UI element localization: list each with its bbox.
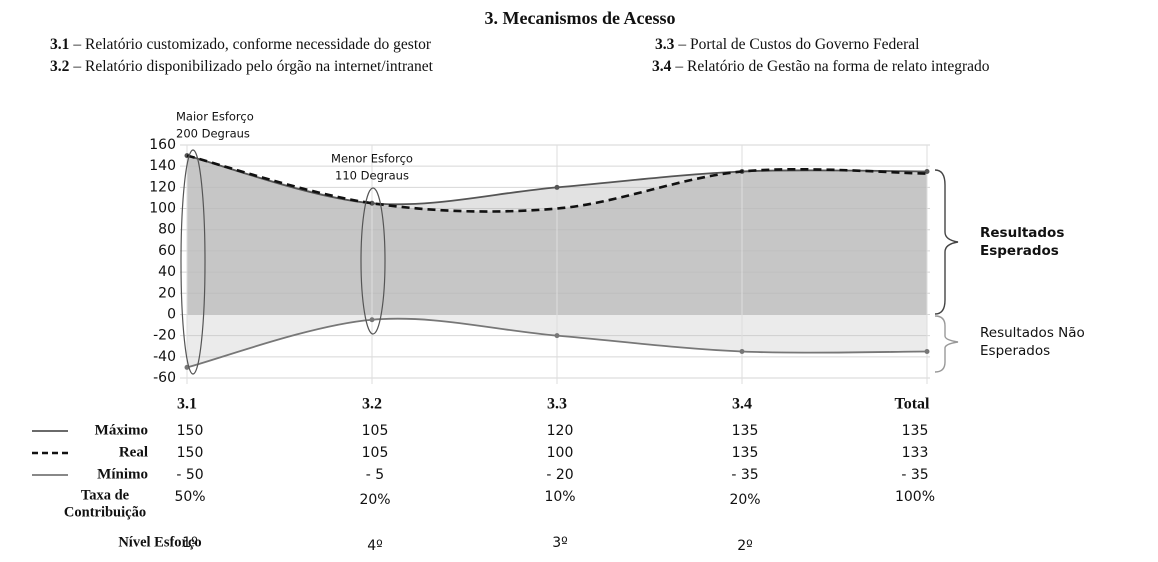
annotation: Resultados (980, 225, 1064, 241)
table-value: - 20 (546, 467, 573, 483)
table-value: 105 (362, 445, 389, 461)
table-value: 150 (177, 445, 204, 461)
row-label: Nível Esforço (118, 534, 201, 550)
x-tick-label: 3.3 (547, 396, 567, 413)
annotation: Maior Esforço (176, 110, 254, 124)
item-text: – Relatório disponibilizado pelo órgão n… (72, 58, 433, 75)
item-text: – Relatório customizado, conforme necess… (72, 36, 432, 53)
chart-title: 3. Mecanismos de Acesso (485, 8, 676, 28)
y-tick-label: 100 (149, 201, 176, 217)
annotation: Esperados (980, 343, 1050, 359)
brace (934, 315, 959, 373)
x-tick-label: 3.1 (177, 396, 197, 413)
item-code: 3.1 (50, 36, 69, 53)
table-value: 1º (182, 535, 198, 551)
y-tick-label: 80 (158, 222, 176, 238)
table-value: - 35 (901, 467, 928, 483)
x-tick-label: 3.4 (732, 396, 752, 413)
annotation: Menor Esforço (331, 152, 413, 166)
annotation: Resultados Não (980, 325, 1085, 341)
highlight (360, 187, 386, 335)
legend-label: Máximo (95, 422, 148, 438)
point (554, 184, 560, 190)
y-tick-label: -20 (153, 328, 176, 344)
table-value: 2º (737, 538, 753, 554)
table-value: 135 (732, 445, 759, 461)
y-tick-label: 0 (167, 306, 176, 322)
y-tick-label: 120 (149, 179, 176, 195)
y-tick-label: 60 (158, 243, 176, 259)
table-value: - 5 (366, 467, 384, 483)
legend-item: 3.4– Relatório de Gestão na forma de rel… (652, 58, 990, 75)
point (924, 349, 930, 355)
y-tick-label: -60 (153, 370, 176, 386)
x-tick-label: Total (895, 396, 931, 413)
table-value: - 35 (731, 467, 758, 483)
legend-item: 3.3– Portal de Custos do Governo Federal (655, 36, 919, 53)
table-value: 3º (552, 535, 568, 551)
item-text: – Relatório de Gestão na forma de relato… (674, 58, 989, 75)
y-tick-label: 160 (149, 137, 176, 153)
legend-label: Real (119, 444, 148, 460)
row-label: Taxa de (81, 487, 130, 503)
item-text: – Portal de Custos do Governo Federal (677, 36, 919, 53)
table-value: 133 (902, 445, 929, 461)
highlight (180, 149, 206, 375)
x-tick-label: 3.2 (362, 396, 382, 413)
y-tick-label: 20 (158, 285, 176, 301)
table-value: 4º (367, 538, 383, 554)
table-value: 20% (359, 492, 390, 508)
annotation: Esperados (980, 243, 1059, 259)
point (554, 333, 560, 339)
table-value: 10% (544, 489, 575, 505)
item-code: 3.4 (652, 58, 672, 75)
item-code: 3.3 (655, 36, 675, 53)
table-value: 120 (547, 423, 574, 439)
point (924, 168, 930, 174)
table-value: 100% (895, 489, 935, 505)
table-value: - 50 (176, 467, 203, 483)
y-tick-label: 140 (149, 158, 176, 174)
y-tick-label: 40 (158, 264, 176, 280)
table-value: 50% (174, 489, 205, 505)
y-tick-label: -40 (153, 349, 176, 365)
legend-item: 3.2– Relatório disponibilizado pelo órgã… (50, 58, 434, 75)
annotation: 110 Degraus (335, 169, 409, 183)
table-value: 100 (547, 445, 574, 461)
table-value: 150 (177, 423, 204, 439)
table-value: 135 (732, 423, 759, 439)
brace (934, 169, 959, 315)
table-value: 20% (729, 492, 760, 508)
item-code: 3.2 (50, 58, 70, 75)
point (369, 317, 375, 323)
legend-item: 3.1– Relatório customizado, conforme nec… (50, 36, 432, 53)
series-line (186, 154, 928, 213)
legend-label: Mínimo (97, 466, 148, 482)
point (739, 349, 745, 355)
table-value: 135 (902, 423, 929, 439)
row-label: Contribuição (64, 504, 146, 520)
annotation: 200 Degraus (176, 127, 250, 141)
table-value: 105 (362, 423, 389, 439)
